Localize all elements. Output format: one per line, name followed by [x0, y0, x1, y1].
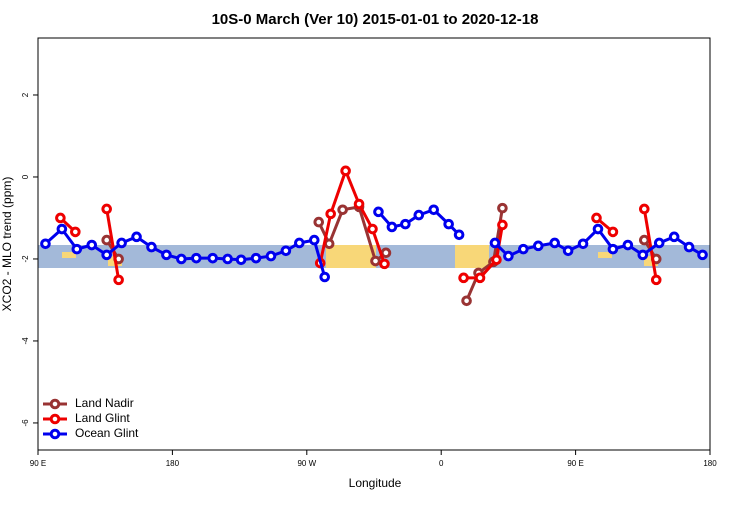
data-point — [461, 295, 472, 307]
data-point — [280, 245, 292, 257]
series-line — [318, 166, 386, 265]
data-point — [622, 239, 634, 251]
y-tick-label: -4 — [21, 337, 30, 345]
data-point — [497, 202, 508, 214]
data-point — [250, 252, 262, 264]
data-point — [161, 249, 172, 261]
data-point — [668, 231, 680, 243]
data-point — [638, 203, 650, 215]
data-point — [428, 204, 440, 216]
data-point — [592, 223, 604, 235]
data-point — [101, 203, 112, 215]
series-line — [465, 207, 504, 302]
y-tick-label: 0 — [21, 174, 30, 179]
legend-marker — [49, 398, 61, 410]
x-tick-label: 90 E — [567, 459, 583, 468]
data-point — [607, 226, 619, 238]
legend-label: Ocean Glint — [75, 426, 139, 440]
data-point — [370, 255, 381, 267]
data-point — [518, 243, 529, 255]
data-point — [532, 240, 544, 252]
data-point — [443, 218, 454, 230]
data-point — [650, 274, 662, 286]
data-point — [55, 212, 66, 224]
data-point — [207, 252, 219, 264]
data-point — [325, 208, 336, 220]
series-line — [105, 208, 121, 281]
chart-title: 10S-0 March (Ver 10) 2015-01-01 to 2020-… — [212, 11, 539, 28]
land-patch — [62, 252, 76, 258]
x-axis-label: Longitude — [349, 476, 402, 490]
data-point — [101, 234, 112, 246]
data-point — [308, 234, 320, 246]
data-point — [367, 223, 378, 235]
data-point — [176, 253, 187, 265]
data-point — [562, 245, 574, 257]
data-point — [323, 238, 335, 250]
land-patch — [644, 256, 658, 266]
data-point — [373, 206, 384, 218]
y-tick-label: -2 — [21, 255, 30, 263]
plot-frame — [37, 37, 711, 451]
data-point — [235, 254, 247, 266]
data-point — [637, 249, 649, 261]
data-point — [503, 250, 514, 262]
data-point — [607, 243, 619, 255]
legend-label: Land Glint — [75, 411, 130, 425]
x-tick-label: 180 — [703, 459, 717, 468]
data-point — [474, 272, 486, 284]
data-point — [340, 165, 351, 177]
data-point — [70, 226, 81, 238]
data-point — [638, 234, 650, 246]
x-tick-label: 0 — [439, 459, 444, 468]
data-point — [86, 239, 98, 251]
data-point — [400, 218, 411, 230]
data-point — [497, 219, 508, 231]
series-line — [642, 208, 658, 281]
land-patch — [455, 245, 489, 268]
data-point — [319, 271, 331, 283]
data-point — [190, 252, 202, 264]
data-point — [337, 204, 348, 216]
data-point — [386, 221, 398, 233]
data-point — [265, 250, 277, 262]
y-tick-label: 2 — [21, 92, 30, 97]
data-point — [653, 237, 665, 249]
data-point — [683, 241, 695, 253]
data-point — [697, 249, 708, 261]
x-tick-label: 90 W — [297, 459, 316, 468]
data-point — [413, 209, 425, 221]
data-point — [56, 223, 68, 235]
data-point — [71, 243, 83, 255]
data-point — [458, 272, 469, 284]
land-patch — [326, 245, 376, 268]
data-point — [577, 238, 589, 250]
data-point — [116, 237, 127, 249]
data-point — [489, 237, 501, 249]
data-point — [591, 212, 602, 224]
x-tick-label: 90 E — [30, 459, 46, 468]
data-point — [222, 253, 233, 265]
x-tick-label: 180 — [166, 459, 180, 468]
data-point — [40, 238, 51, 250]
data-point — [313, 216, 325, 228]
y-axis-label: XCO2 - MLO trend (ppm) — [0, 177, 14, 312]
legend-label: Land Nadir — [75, 396, 134, 410]
data-point — [549, 237, 560, 249]
legend-marker — [49, 428, 61, 440]
data-point — [491, 254, 502, 266]
land-patch — [598, 252, 612, 258]
data-point — [379, 258, 390, 270]
data-point — [131, 231, 142, 243]
data-point — [101, 249, 112, 261]
data-point — [380, 247, 392, 259]
data-point — [453, 229, 465, 241]
y-tick-label: -6 — [21, 419, 30, 427]
data-point — [146, 241, 157, 253]
data-point — [113, 274, 124, 286]
legend-marker — [49, 413, 61, 425]
data-point — [353, 198, 365, 210]
data-point — [294, 237, 305, 249]
